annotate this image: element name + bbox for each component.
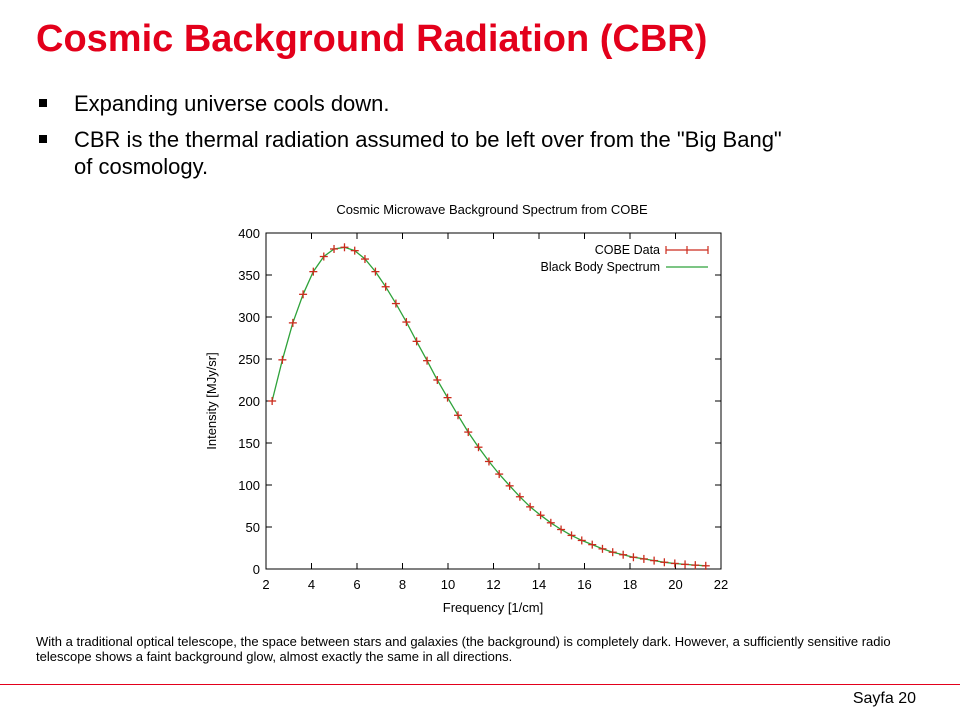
cobe-data-point <box>536 511 545 520</box>
axis-ticks: 2 4 6 8 10 12 14 16 18 20 22 0 50 100 150 200 250 300 350 4… <box>238 226 728 592</box>
cmb-spectrum-chart: Cosmic Microwave Background Spectrum fro… <box>198 196 738 621</box>
cobe-data-point <box>474 443 483 452</box>
x-tick-label: 18 <box>623 577 637 592</box>
cobe-data-point <box>454 411 463 420</box>
y-tick-label: 0 <box>253 562 260 577</box>
cobe-data-point <box>330 244 339 253</box>
x-tick-label: 20 <box>668 577 682 592</box>
footer-divider <box>0 684 960 685</box>
cobe-data-point <box>402 318 411 327</box>
y-tick-label: 150 <box>238 436 260 451</box>
cobe-data-point <box>505 481 514 490</box>
x-tick-label: 22 <box>714 577 728 592</box>
cobe-data-point <box>309 267 318 276</box>
cobe-data-point <box>381 282 390 291</box>
chart-title: Cosmic Microwave Background Spectrum fro… <box>336 202 648 217</box>
cobe-data-point <box>319 252 328 261</box>
cobe-data-point <box>515 492 524 501</box>
cobe-data-point <box>670 559 679 568</box>
y-tick-label: 100 <box>238 478 260 493</box>
cobe-data-point <box>608 548 617 557</box>
cobe-data-point <box>639 554 648 563</box>
cobe-data-point <box>391 299 400 308</box>
y-axis-label: Intensity [MJy/sr] <box>204 352 219 450</box>
cobe-data-point <box>557 525 566 534</box>
cobe-data-point <box>433 376 442 384</box>
cobe-data-point <box>350 246 359 255</box>
square-bullet-icon <box>39 99 47 107</box>
slide-title: Cosmic Background Radiation (CBR) <box>36 18 708 60</box>
cobe-data-point <box>588 540 597 549</box>
y-tick-label: 200 <box>238 394 260 409</box>
cobe-data-point <box>412 337 421 346</box>
cobe-data-point <box>629 553 638 562</box>
x-tick-label: 4 <box>308 577 315 592</box>
cobe-data-point <box>567 531 576 540</box>
x-tick-label: 12 <box>486 577 500 592</box>
cobe-data-point <box>650 556 659 565</box>
x-tick-label: 6 <box>353 577 360 592</box>
x-tick-label: 16 <box>577 577 591 592</box>
y-tick-label: 300 <box>238 310 260 325</box>
cobe-data-point <box>484 457 493 466</box>
series-layer <box>268 243 710 570</box>
cobe-data-point <box>660 558 669 567</box>
cobe-data-point <box>288 318 297 327</box>
bullet-list: Expanding universe cools down. CBR is th… <box>36 90 796 189</box>
cobe-data-point <box>495 470 504 479</box>
caption-text: With a traditional optical telescope, th… <box>36 634 891 664</box>
cobe-data-point <box>619 550 628 559</box>
cobe-data-point <box>278 355 287 364</box>
page-number: Sayfa 20 <box>852 690 916 707</box>
y-tick-label: 400 <box>238 226 260 241</box>
x-tick-label: 2 <box>262 577 269 592</box>
legend-label-cobe-data: COBE Data <box>595 243 660 257</box>
x-tick-label: 10 <box>441 577 455 592</box>
bullet-text: CBR is the thermal radiation assumed to … <box>74 127 782 179</box>
cobe-data-point <box>299 290 308 299</box>
chart-svg: Cosmic Microwave Background Spectrum fro… <box>204 202 728 615</box>
bullet-text: Expanding universe cools down. <box>74 91 390 116</box>
bullet-item: CBR is the thermal radiation assumed to … <box>36 126 796 180</box>
y-tick-label: 250 <box>238 352 260 367</box>
y-tick-label: 50 <box>246 520 260 535</box>
x-tick-label: 14 <box>532 577 546 592</box>
legend-swatch-cobe-data <box>665 246 709 254</box>
cobe-data-point <box>340 243 349 252</box>
cobe-data-point <box>681 560 690 569</box>
cobe-data-point <box>598 544 607 553</box>
cobe-data-point <box>701 561 710 570</box>
black-body-line <box>271 246 706 567</box>
cobe-data-point <box>464 428 473 437</box>
square-bullet-icon <box>39 135 47 143</box>
cobe-data-point <box>360 255 369 264</box>
legend: COBE Data Black Body Spectrum <box>541 243 709 274</box>
legend-label-black-body: Black Body Spectrum <box>541 260 661 274</box>
x-tick-label: 8 <box>399 577 406 592</box>
y-tick-label: 350 <box>238 268 260 283</box>
x-axis-label: Frequency [1/cm] <box>443 600 543 615</box>
cobe-data-point <box>443 393 452 402</box>
cobe-data-point <box>423 356 432 365</box>
plot-frame <box>265 232 722 570</box>
bullet-item: Expanding universe cools down. <box>36 90 796 117</box>
cobe-data-point <box>526 502 535 511</box>
cobe-data-point <box>691 561 700 570</box>
cobe-data-point <box>371 267 380 276</box>
cobe-data-point <box>268 397 277 405</box>
cobe-data-point <box>577 536 586 545</box>
cobe-data-point <box>546 518 555 527</box>
